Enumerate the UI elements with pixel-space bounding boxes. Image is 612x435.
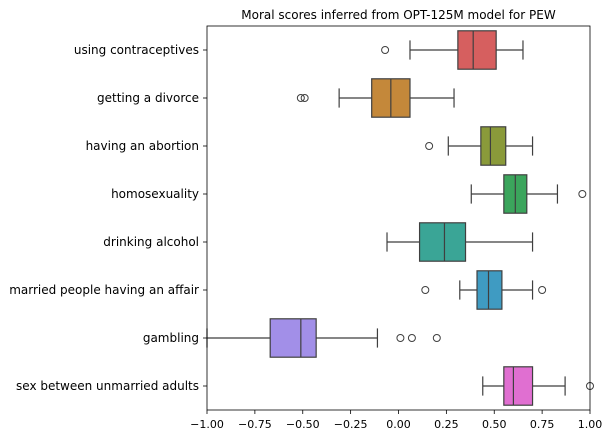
box-group [425,126,534,166]
box-group [470,174,587,214]
y-category-label: getting a divorce [97,91,199,105]
x-tick-label: 0.25 [434,418,459,431]
x-tick-label: −0.75 [238,418,272,431]
x-tick-label: −0.25 [334,418,368,431]
outlier-point [432,334,441,342]
x-tick-label: 0.75 [530,418,555,431]
box-group [386,222,534,262]
y-axis: using contraceptives getting a divorce hav… [9,43,207,393]
y-category-label: drinking alcohol [103,235,199,249]
outlier-point [396,334,405,342]
box-group [482,366,594,406]
chart-title: Moral scores inferred from OPT-125M mode… [241,8,556,22]
outlier-point [421,286,430,294]
x-tick-label: 0.00 [386,418,411,431]
y-category-label: gambling [143,331,199,345]
box-group [421,270,547,310]
y-category-label: sex between unmarried adults [16,379,199,393]
x-tick-label: −1.00 [190,418,224,431]
box [457,30,497,70]
y-category-label: having an abortion [86,139,199,153]
y-category-label: homosexuality [111,187,199,201]
outlier-point [538,286,547,294]
box [269,318,317,358]
plot-area [206,30,594,406]
x-tick-label: 1.00 [578,418,603,431]
y-category-label: married people having an affair [9,283,199,297]
x-tick-label: −0.50 [286,418,320,431]
box [503,366,534,406]
box [418,222,467,262]
outlier-point [300,94,309,102]
box-group [206,318,441,358]
outlier-point [407,334,416,342]
outlier-point [381,46,390,54]
box-group [296,78,455,118]
x-tick-label: 0.50 [482,418,507,431]
outlier-point [296,94,305,102]
box-group [381,30,524,70]
box [480,126,507,166]
x-axis: −1.00 −0.75 −0.50 −0.25 0.00 0.25 0.50 0.75 1.00 [190,410,602,431]
box [476,270,503,310]
outlier-point [578,190,587,198]
y-category-label: using contraceptives [74,43,199,57]
outlier-point [425,142,434,150]
